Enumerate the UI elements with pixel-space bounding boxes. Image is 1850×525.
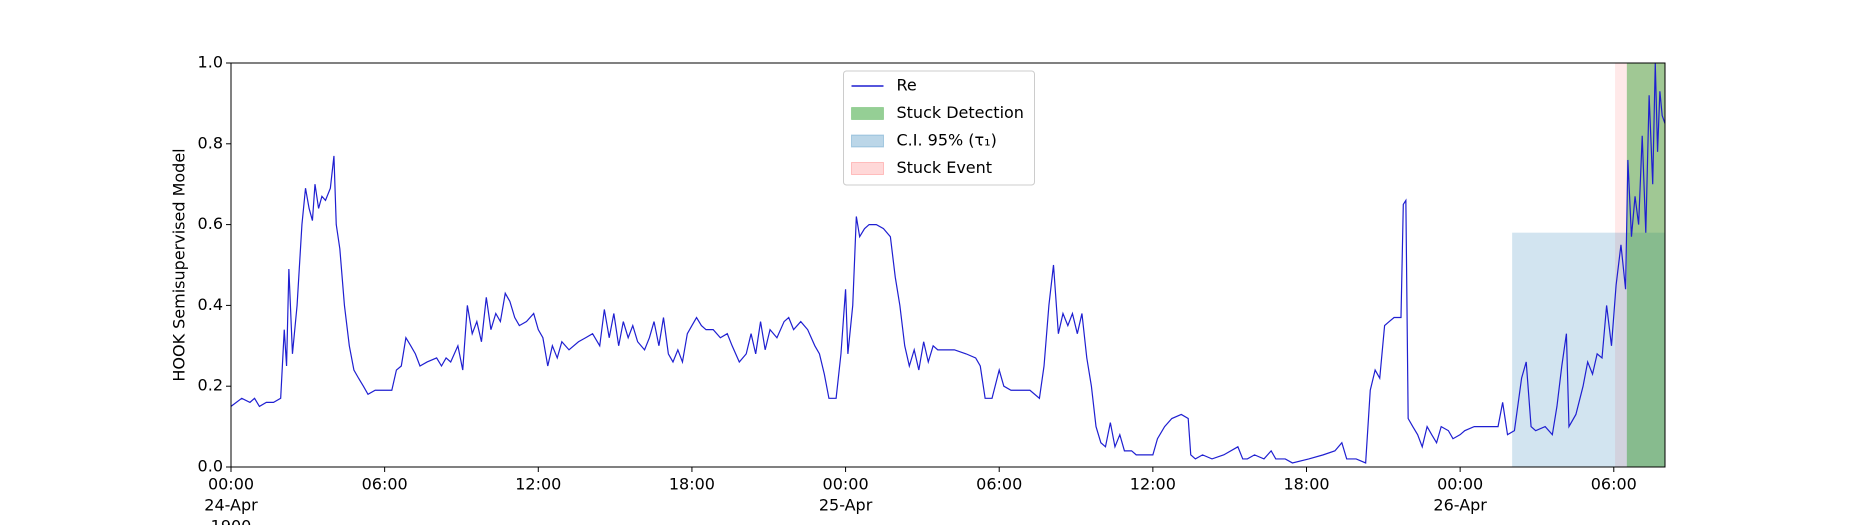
y-tick-label: 1.0 bbox=[198, 53, 223, 72]
plot-frame bbox=[230, 62, 1666, 468]
x-tick-label: 24-Apr bbox=[204, 496, 258, 515]
legend-label: Stuck Detection bbox=[897, 103, 1024, 122]
x-tick-label: 18:00 bbox=[1283, 475, 1329, 494]
legend-swatch bbox=[851, 162, 884, 175]
legend-swatch bbox=[851, 134, 884, 148]
legend-label: C.I. 95% (τ₁) bbox=[897, 131, 997, 150]
x-tick-label: 00:00 bbox=[208, 475, 254, 494]
legend-label: Re bbox=[897, 76, 917, 95]
y-tick-label: 0.0 bbox=[198, 457, 223, 476]
span bbox=[1626, 63, 1665, 467]
legend-label: Stuck Event bbox=[897, 158, 993, 177]
x-tick-label: 1900 bbox=[211, 517, 252, 525]
y-tick-label: 0.2 bbox=[198, 376, 223, 395]
y-tick-label: 0.6 bbox=[198, 214, 223, 233]
line bbox=[230, 62, 1666, 464]
legend-frame bbox=[843, 70, 1035, 186]
x-tick-label: 00:00 bbox=[1437, 475, 1483, 494]
legend-swatch bbox=[851, 107, 884, 120]
y-axis-label: HOOK Semisupervised Model bbox=[170, 148, 189, 381]
x-tick-label: 26-Apr bbox=[1433, 496, 1487, 515]
y-tick-label: 0.4 bbox=[198, 295, 223, 314]
legend: Re Stuck Detection C.I. 95% (τ₁) Stuck Even… bbox=[843, 70, 1035, 186]
x-tick-label: 06:00 bbox=[362, 475, 408, 494]
span bbox=[1512, 232, 1665, 467]
x-tick-label: 12:00 bbox=[1130, 475, 1176, 494]
y-tick-label: 0.8 bbox=[198, 133, 223, 152]
x-tick-label: 00:00 bbox=[823, 475, 869, 494]
x-tick-label: 18:00 bbox=[669, 475, 715, 494]
x-tick-label: 06:00 bbox=[1591, 475, 1637, 494]
x-tick-label: 25-Apr bbox=[819, 496, 873, 515]
x-tick-label: 12:00 bbox=[515, 475, 561, 494]
x-tick-label: 06:00 bbox=[976, 475, 1022, 494]
